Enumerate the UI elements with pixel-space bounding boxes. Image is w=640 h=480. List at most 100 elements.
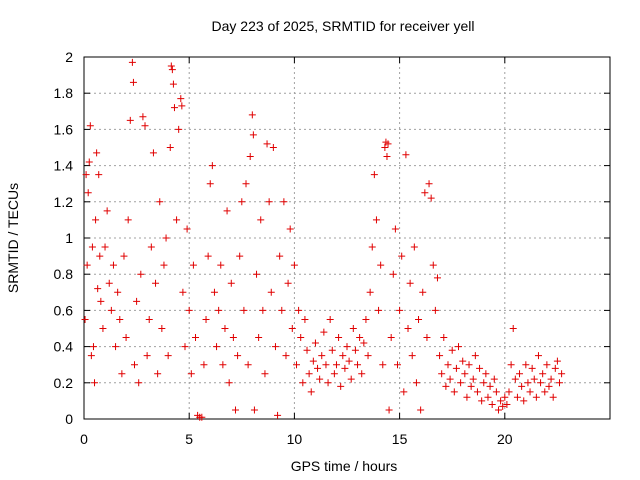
- data-point: [210, 288, 218, 296]
- data-point: [290, 261, 298, 269]
- data-point: [309, 357, 317, 365]
- data-point: [349, 325, 357, 332]
- data-point: [162, 234, 170, 242]
- data-point: [107, 306, 115, 314]
- data-point: [396, 306, 404, 314]
- data-point: [168, 66, 176, 74]
- data-point: [95, 171, 103, 179]
- data-point: [265, 198, 273, 206]
- data-point: [246, 153, 254, 161]
- grid: [84, 57, 610, 419]
- data-point: [178, 102, 186, 110]
- data-point: [267, 288, 275, 296]
- data-point: [204, 252, 212, 260]
- data-point: [516, 370, 524, 378]
- data-point: [109, 261, 117, 269]
- data-point: [105, 279, 113, 287]
- data-point: [404, 325, 412, 332]
- data-point: [248, 111, 256, 119]
- data-point: [490, 375, 498, 383]
- data-point: [200, 361, 208, 369]
- data-point: [486, 382, 494, 390]
- data-point: [553, 357, 561, 365]
- data-point: [339, 352, 347, 360]
- y-tick-label: 0.2: [54, 375, 74, 391]
- data-point: [537, 379, 545, 387]
- data-point: [360, 339, 368, 347]
- y-tick-label: 2: [65, 49, 73, 65]
- data-point: [293, 361, 301, 369]
- data-point: [282, 352, 290, 360]
- data-point: [330, 370, 338, 378]
- data-point: [335, 334, 343, 342]
- data-point: [473, 388, 481, 396]
- data-point: [509, 325, 517, 332]
- data-point: [278, 306, 286, 314]
- data-point: [320, 328, 328, 336]
- y-tick-label: 1.2: [54, 194, 74, 210]
- data-point: [143, 352, 151, 360]
- data-point: [152, 279, 160, 287]
- data-point: [391, 225, 399, 233]
- data-point: [551, 364, 559, 372]
- data-point: [366, 288, 374, 296]
- y-tick-label: 1: [65, 230, 73, 246]
- data-point: [412, 379, 420, 387]
- data-point: [112, 343, 120, 351]
- data-point: [297, 334, 305, 342]
- x-tick-label: 20: [497, 431, 513, 447]
- data-point: [402, 151, 410, 159]
- y-tick-label: 1.8: [54, 85, 74, 101]
- data-point: [556, 379, 564, 387]
- data-point: [164, 352, 172, 360]
- data-point: [383, 153, 391, 161]
- data-point: [88, 243, 96, 251]
- data-point: [427, 194, 435, 202]
- y-axis-label: SRMTID / TECUs: [5, 183, 21, 293]
- data-point: [318, 352, 326, 360]
- data-point: [518, 382, 526, 390]
- axis-ticks: 00.20.40.60.811.21.41.61.820 5 10 15 20: [54, 49, 610, 447]
- data-point: [269, 144, 277, 151]
- x-tick-label: 15: [392, 431, 408, 447]
- data-point: [166, 144, 174, 151]
- data-point: [347, 375, 355, 383]
- data-point: [99, 325, 107, 332]
- data-point: [118, 370, 126, 378]
- data-point: [114, 288, 122, 296]
- data-point: [231, 406, 239, 414]
- data-point: [326, 315, 334, 323]
- data-point: [244, 361, 252, 369]
- data-point: [497, 397, 505, 405]
- data-point: [307, 388, 315, 396]
- data-point: [463, 393, 471, 401]
- data-point: [549, 393, 557, 401]
- data-point: [488, 401, 496, 409]
- data-point: [263, 140, 271, 148]
- y-tick-label: 0: [65, 411, 73, 427]
- data-point: [446, 375, 454, 383]
- data-point: [448, 346, 456, 354]
- data-point: [503, 401, 511, 409]
- x-tick-label: 0: [80, 431, 88, 447]
- data-point: [358, 370, 366, 378]
- y-tick-label: 0.4: [54, 339, 74, 355]
- data-point: [303, 346, 311, 354]
- data-point: [137, 270, 145, 278]
- data-point: [177, 95, 185, 103]
- data-point: [87, 352, 95, 360]
- data-point: [539, 370, 547, 378]
- data-point: [126, 116, 134, 124]
- data-point: [351, 346, 359, 354]
- data-point: [511, 375, 519, 383]
- data-point: [558, 370, 566, 378]
- y-tick-label: 0.8: [54, 266, 74, 282]
- data-point: [505, 388, 513, 396]
- data-point: [274, 411, 282, 419]
- data-point: [530, 375, 538, 383]
- data-point: [471, 352, 479, 360]
- y-tick-label: 1.6: [54, 121, 74, 137]
- data-point: [288, 325, 296, 332]
- data-point: [215, 306, 223, 314]
- data-point: [280, 198, 288, 206]
